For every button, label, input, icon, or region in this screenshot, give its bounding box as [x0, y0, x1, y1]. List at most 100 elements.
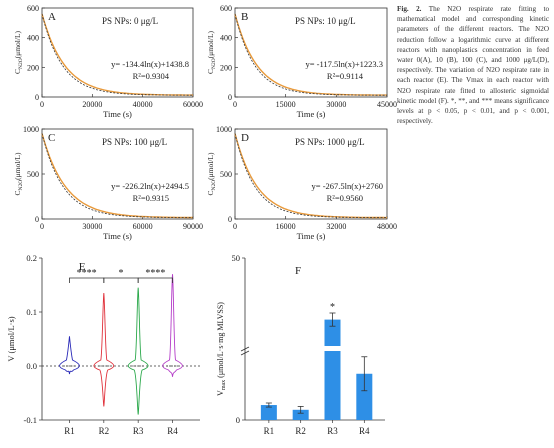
y-axis-label: V (μmol/L·s): [6, 316, 16, 361]
panel-f: 0 50 F Vmax (μmol/L·s·mg MLVSS) R1 R2 R3 * R4: [216, 253, 385, 436]
y-axis-label: CN2O(μmol/L): [13, 152, 24, 196]
x-tick-label: 60000: [133, 222, 153, 231]
x-tick-label: R3: [327, 426, 338, 436]
y-axis-label: CN2O(μmol/L): [206, 152, 217, 196]
y-tick-label: 400: [27, 34, 39, 43]
x-axis-label: Time (s): [297, 109, 326, 119]
y-axis-label: Vmax (μmol/L·s·mg MLVSS): [216, 302, 227, 396]
y-tick-label: 0.0: [26, 361, 37, 371]
fit-equation: y= -267.5ln(x)+2760: [312, 181, 383, 191]
y-tick-label: 1000: [216, 125, 232, 134]
y-axis-label: CN2O(μmol/L): [206, 30, 217, 74]
x-tick-label: 45000: [377, 100, 397, 109]
x-tick-label: 90000: [183, 222, 203, 231]
panel-title: PS NPs: 10 μg/L: [295, 16, 356, 26]
y-tick-label: 0: [35, 93, 39, 102]
axis-break-mark: [240, 346, 250, 352]
bar: [324, 319, 341, 420]
panel-letter: E: [79, 261, 86, 273]
panel-letter: B: [241, 11, 248, 23]
caption-text: The N2O respirate rate fitting to mathem…: [397, 5, 550, 126]
y-tick-label: 500: [220, 170, 232, 179]
fit-r2: R²=0.9315: [133, 193, 169, 203]
plot-frame: [41, 7, 194, 98]
data-curve: [234, 13, 387, 96]
x-tick-label: 0: [40, 222, 44, 231]
fit-equation: y= -117.5ln(x)+1223.3: [305, 59, 383, 69]
violin: [93, 293, 115, 407]
panel-title: PS NPs: 100 μg/L: [102, 137, 167, 147]
caption-label: Fig. 2.: [397, 5, 422, 13]
figure-caption: Fig. 2. The N2O respirate rate fitting t…: [397, 4, 549, 126]
y-tick-label: 0.2: [26, 253, 37, 263]
fit-equation: y= -226.2ln(x)+2494.5: [111, 181, 189, 191]
significance-label: ****: [77, 268, 97, 279]
fit-r2: R²=0.9560: [327, 193, 363, 203]
bar-break-gap: [323, 346, 342, 351]
x-tick-label: R1: [264, 426, 275, 436]
panel-title: PS NPs: 0 μg/L: [102, 16, 158, 26]
x-axis-label: Time (s): [103, 109, 132, 119]
bar: [292, 409, 309, 420]
panel-a: 0 20000 40000 60000 0 200 400 600 Time (s) CN2O(μ…: [13, 4, 203, 119]
bar: [260, 405, 277, 420]
x-axis-label: Time (s): [297, 231, 326, 241]
y-tick-label: 200: [27, 63, 39, 72]
panel-c: 0 30000 60000 90000 0 500 1000 Time (s) CN2O(μmo…: [13, 125, 203, 241]
panel-letter: F: [295, 265, 301, 277]
y-tick-label: 0: [236, 415, 240, 425]
x-tick-label: 32000: [326, 222, 346, 231]
fit-equation: y= -134.4ln(x)+1438.8: [111, 59, 189, 69]
fit-r2: R²=0.9114: [327, 71, 364, 81]
x-tick-label: 60000: [183, 100, 203, 109]
x-tick-label: 48000: [377, 222, 397, 231]
y-tick-label: 400: [220, 34, 232, 43]
x-tick-label: 0: [40, 100, 44, 109]
x-tick-label: 30000: [326, 100, 346, 109]
fit-curve: [41, 133, 193, 218]
data-curve: [41, 13, 193, 96]
x-tick-label: 0: [233, 222, 237, 231]
fit-curve: [41, 13, 193, 96]
data-curve: [234, 133, 387, 219]
x-tick-label: 40000: [133, 100, 153, 109]
x-tick-label: 20000: [82, 100, 102, 109]
panel-d: 0 16000 32000 48000 0 500 1000 Time (s) CN2O(μmo…: [206, 125, 397, 241]
fit-curve: [234, 133, 387, 218]
violin: [162, 274, 183, 377]
fit-curve: [234, 13, 387, 96]
panel-b: 0 15000 30000 45000 0 200 400 600 Time (s) CN2O(μ…: [206, 4, 397, 119]
x-axis-label: Time (s): [103, 231, 132, 241]
violin: [127, 287, 149, 415]
significance-label: ****: [145, 268, 165, 279]
x-tick-label: R2: [99, 426, 110, 436]
y-tick-label: 0.1: [26, 307, 37, 317]
axis-break-mark: [240, 350, 250, 356]
x-tick-label: R1: [64, 426, 75, 436]
y-tick-label: 600: [220, 4, 232, 13]
y-tick-label: 500: [27, 170, 39, 179]
x-tick-label: 0: [233, 100, 237, 109]
y-axis-label: CN2O(μmol/L): [13, 30, 24, 74]
y-tick-label: 0: [35, 215, 39, 224]
panel-title: PS NPs: 1000 μg/L: [295, 137, 365, 147]
y-tick-label: 0: [228, 93, 232, 102]
x-tick-label: 30000: [82, 222, 102, 231]
bar: [356, 373, 373, 420]
y-tick-label: 50: [232, 253, 241, 263]
panel-letter: D: [241, 132, 249, 144]
fit-r2: R²=0.9304: [133, 71, 170, 81]
panel-letter: C: [48, 132, 55, 144]
plot-frame: [234, 7, 388, 98]
bar-annotation: *: [330, 302, 335, 313]
y-tick-label: -0.1: [24, 415, 37, 425]
violin: [59, 336, 80, 375]
x-tick-label: R2: [295, 426, 306, 436]
y-tick-label: 1000: [23, 125, 39, 134]
x-tick-label: 15000: [276, 100, 296, 109]
panel-letter: A: [48, 11, 56, 23]
y-tick-label: 600: [27, 4, 39, 13]
x-tick-label: R4: [359, 426, 370, 436]
y-tick-label: 200: [220, 63, 232, 72]
